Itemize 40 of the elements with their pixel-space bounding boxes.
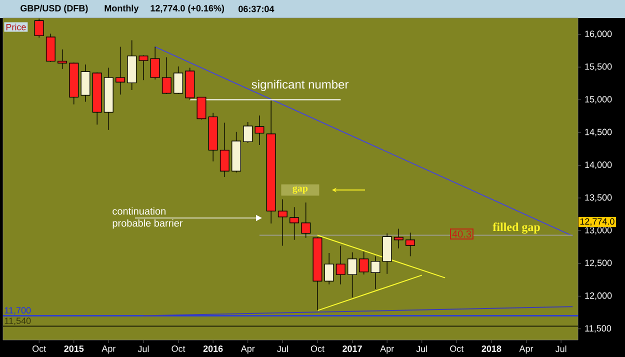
x-tick-label: Oct bbox=[32, 346, 46, 352]
x-tick-label: Apr bbox=[380, 346, 394, 354]
x-tick-label: Apr bbox=[240, 346, 255, 354]
y-tick-label: 15,500 bbox=[585, 63, 612, 71]
chart-title: GBP/USD (DFB) bbox=[20, 4, 88, 14]
y-tick-label: 12,500 bbox=[585, 260, 612, 268]
x-tick-label: Oct bbox=[310, 346, 324, 352]
y-tick-label: 14,500 bbox=[585, 128, 612, 136]
y-tick-label: 14,000 bbox=[585, 162, 612, 169]
x-tick-label: Oct bbox=[450, 346, 464, 352]
annotation: gap bbox=[292, 186, 308, 194]
x-tick-label: Apr bbox=[102, 346, 116, 354]
x-tick-label: 2015 bbox=[64, 346, 84, 352]
series-label: filled gap bbox=[492, 222, 540, 234]
y-tick-label: 16,000 bbox=[585, 30, 612, 38]
x-tick-label: Jul bbox=[277, 346, 288, 352]
x-tick-label: Jul bbox=[138, 346, 149, 352]
y-tick-label: 12,000 bbox=[585, 292, 612, 300]
x-tick-label: 2016 bbox=[203, 346, 223, 352]
x-tick-label: Jul bbox=[555, 346, 566, 352]
x-tick-label: Apr bbox=[519, 346, 534, 354]
y-tick-label: 11,500 bbox=[585, 325, 612, 333]
text: 12,774.0 bbox=[580, 218, 614, 226]
y-tick-label: 13,500 bbox=[585, 194, 612, 202]
x-tick-label: 2018 bbox=[482, 346, 502, 352]
x-tick-label: 2017 bbox=[342, 346, 362, 352]
text: 12,774.0 (+0.16%) bbox=[150, 4, 224, 14]
series-label: significant number bbox=[252, 80, 349, 92]
chart-subtitle: Monthly bbox=[104, 4, 139, 14]
x-tick-label: Jul bbox=[416, 346, 428, 352]
annotation: continuation bbox=[112, 207, 166, 215]
annotation: probable barrier bbox=[112, 219, 183, 229]
x-tick-label: Oct bbox=[172, 346, 186, 352]
annotation: Price bbox=[6, 24, 26, 30]
text: 06:37:04 bbox=[238, 6, 274, 12]
annotation: 40.3 bbox=[452, 230, 472, 238]
ref-line-label: 11,540 bbox=[4, 318, 31, 326]
y-tick-label: 13,000 bbox=[585, 226, 612, 234]
ref-line-label: 11,700 bbox=[4, 307, 31, 315]
y-tick-label: 15,000 bbox=[585, 96, 612, 104]
